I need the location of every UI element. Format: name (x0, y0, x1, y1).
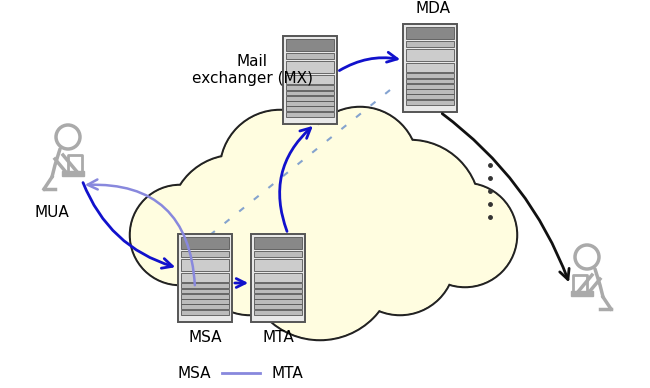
Circle shape (222, 126, 398, 303)
Text: MDA: MDA (415, 1, 450, 16)
Bar (254, 251, 302, 257)
Bar (254, 310, 302, 315)
Bar (62, 171, 84, 176)
Bar (406, 89, 454, 94)
Bar (286, 75, 334, 83)
Bar (286, 85, 334, 90)
Circle shape (341, 142, 478, 279)
Circle shape (222, 111, 339, 229)
Bar (571, 291, 593, 296)
Bar (181, 289, 229, 293)
Bar (181, 259, 229, 271)
Circle shape (304, 109, 417, 222)
Bar (181, 251, 229, 257)
Circle shape (413, 183, 517, 287)
Text: Mail
exchanger (MX): Mail exchanger (MX) (192, 54, 313, 86)
Bar (406, 41, 454, 47)
Bar (406, 48, 454, 61)
Bar (181, 283, 229, 288)
Circle shape (131, 187, 229, 284)
Bar (254, 237, 302, 249)
Circle shape (345, 205, 455, 315)
Text: MSA: MSA (188, 330, 222, 345)
Circle shape (415, 185, 515, 286)
Bar (286, 96, 334, 100)
Circle shape (172, 156, 298, 284)
Text: MSA: MSA (177, 365, 211, 381)
Circle shape (195, 205, 305, 315)
Bar (406, 94, 454, 99)
Bar (181, 294, 229, 299)
Circle shape (196, 206, 304, 314)
Bar (254, 294, 302, 299)
Circle shape (245, 190, 395, 340)
Bar (178, 234, 232, 322)
Bar (406, 63, 454, 71)
Text: MTA: MTA (271, 365, 303, 381)
Bar (254, 283, 302, 288)
Bar (286, 39, 334, 51)
Bar (254, 259, 302, 271)
Bar (406, 27, 454, 39)
Circle shape (220, 110, 340, 230)
Bar (286, 61, 334, 73)
Circle shape (246, 192, 393, 338)
Bar (286, 101, 334, 106)
Bar (181, 305, 229, 309)
Bar (406, 100, 454, 104)
Bar (254, 299, 302, 304)
Bar (181, 273, 229, 282)
Circle shape (302, 107, 418, 223)
Bar (286, 112, 334, 116)
Circle shape (346, 206, 454, 314)
Bar (251, 234, 305, 322)
Bar (254, 289, 302, 293)
Bar (254, 305, 302, 309)
Bar (283, 36, 337, 124)
Bar (406, 84, 454, 89)
Bar (406, 78, 454, 83)
Circle shape (220, 125, 400, 305)
Circle shape (340, 140, 480, 280)
Bar (181, 237, 229, 249)
Circle shape (170, 155, 300, 285)
Bar (406, 73, 454, 78)
Bar (181, 299, 229, 304)
Bar (286, 53, 334, 59)
Text: MTA: MTA (262, 330, 294, 345)
Circle shape (130, 185, 230, 285)
Text: MUA: MUA (34, 205, 70, 220)
Bar (254, 273, 302, 282)
Bar (403, 24, 457, 112)
Bar (286, 90, 334, 95)
Bar (286, 106, 334, 111)
Bar (181, 310, 229, 315)
